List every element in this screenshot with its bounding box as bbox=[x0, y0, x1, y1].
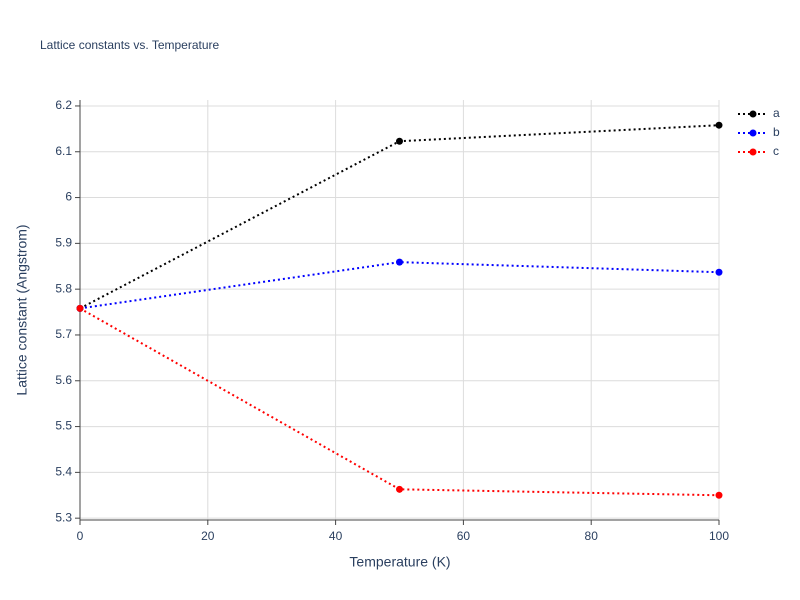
point bbox=[76, 304, 84, 312]
point bbox=[715, 121, 723, 129]
legend-marker bbox=[749, 148, 757, 156]
y-tick-label: 5.9 bbox=[55, 236, 72, 250]
x-tick-label: 20 bbox=[201, 529, 215, 543]
legend-marker bbox=[749, 110, 757, 118]
legend-label: a bbox=[773, 106, 780, 120]
point bbox=[715, 491, 723, 499]
x-tick-label: 40 bbox=[329, 529, 343, 543]
y-tick-label: 5.3 bbox=[55, 510, 72, 524]
legend-label: b bbox=[773, 125, 780, 139]
x-tick-label: 100 bbox=[709, 529, 729, 543]
y-tick-label: 5.5 bbox=[55, 419, 72, 433]
chart-title: Lattice constants vs. Temperature bbox=[40, 38, 220, 52]
y-tick-label: 6.2 bbox=[55, 98, 72, 112]
y-tick-label: 5.4 bbox=[55, 465, 72, 479]
legend-marker bbox=[749, 129, 757, 137]
x-tick-label: 60 bbox=[457, 529, 471, 543]
series-line bbox=[79, 307, 720, 497]
y-tick-label: 5.6 bbox=[55, 373, 72, 387]
series-line bbox=[79, 261, 720, 310]
y-tick-label: 5.7 bbox=[55, 327, 72, 341]
x-axis-label: Temperature (K) bbox=[349, 554, 450, 570]
x-tick-label: 80 bbox=[585, 529, 599, 543]
point bbox=[396, 137, 403, 145]
y-tick-label: 6.1 bbox=[55, 144, 72, 158]
y-tick-label: 5.8 bbox=[55, 281, 72, 295]
y-tick-label: 6 bbox=[65, 190, 72, 204]
point bbox=[396, 485, 403, 493]
y-axis-label: Lattice constant (Angstrom) bbox=[14, 224, 30, 395]
legend-label: c bbox=[773, 144, 779, 158]
x-tick-label: 0 bbox=[77, 529, 84, 543]
point bbox=[396, 258, 403, 266]
point bbox=[715, 268, 723, 276]
